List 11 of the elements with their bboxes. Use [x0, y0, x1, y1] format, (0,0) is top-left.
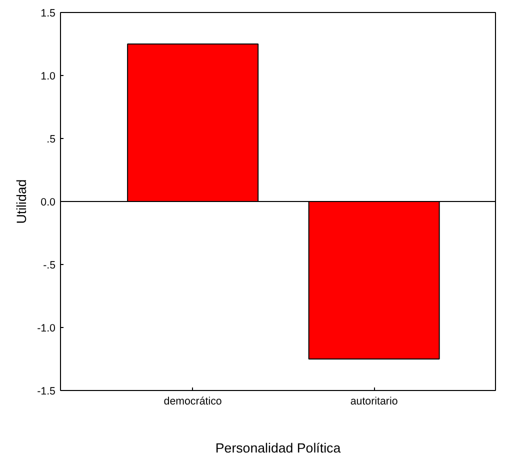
- x-tick-label: democrático: [164, 396, 222, 408]
- y-tick-label: -1.5: [37, 386, 56, 398]
- y-tick-label: 1.5: [40, 8, 56, 20]
- y-tick-label: -1.0: [37, 322, 56, 334]
- y-axis-title: Utilidad: [14, 179, 30, 224]
- y-tick-label: -.5: [43, 260, 56, 272]
- x-tick-label: autoritario: [350, 396, 398, 408]
- y-tick-label: 0.0: [40, 196, 56, 208]
- y-tick-label: 1.0: [40, 70, 56, 82]
- x-axis-title: Personalidad Política: [215, 440, 342, 456]
- y-tick-label: .5: [46, 134, 56, 146]
